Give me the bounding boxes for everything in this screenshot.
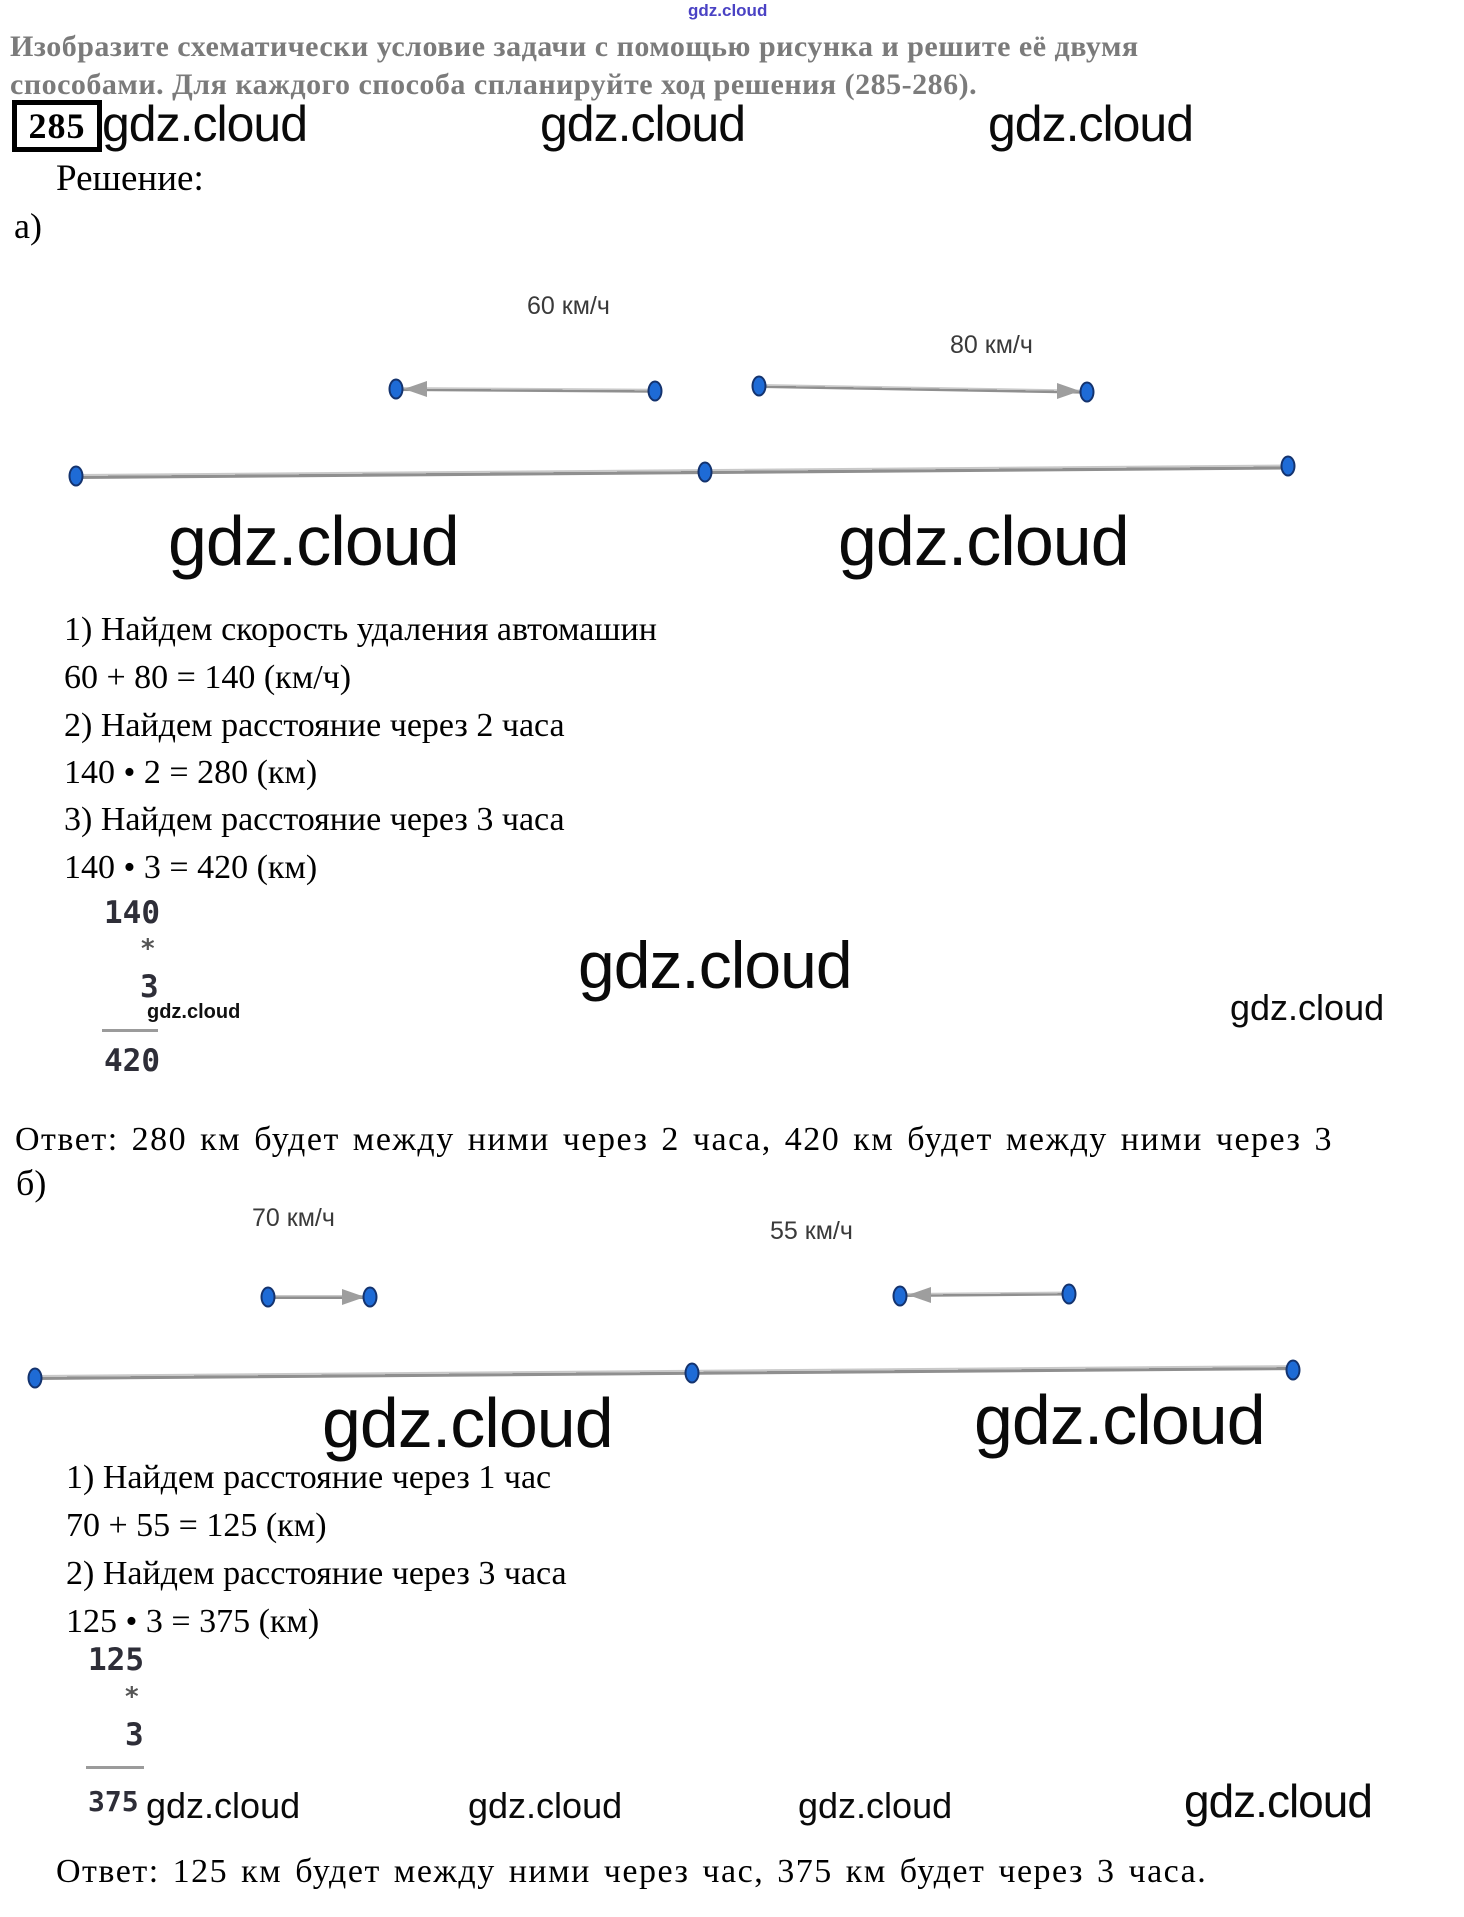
watermark-bottom-3: gdz.cloud — [798, 1785, 953, 1826]
arrowhead-left-icon — [908, 1287, 931, 1303]
multiplication-underline — [86, 1766, 144, 1769]
point-dot — [68, 465, 84, 487]
diagram-a-right-speed-label: 80 км/ч — [950, 331, 1033, 359]
solution-a-eq-2: 140 • 2 = 280 (км) — [64, 754, 318, 791]
arrowhead-right-icon — [342, 1289, 365, 1305]
watermark-mid-large: gdz.cloud — [578, 928, 853, 1002]
answer-b: Ответ: 125 км будет между ними через час… — [56, 1853, 1208, 1890]
part-a-label: а) — [14, 206, 42, 246]
point-dot — [684, 1362, 700, 1384]
multiplication-result: 420 — [104, 1043, 160, 1079]
task-number: 285 — [28, 106, 86, 146]
solution-a-eq-1: 60 + 80 = 140 (км/ч) — [64, 659, 352, 696]
point-dot — [27, 1367, 43, 1389]
point-dot — [388, 378, 404, 400]
multiply-operator: * — [140, 934, 156, 964]
watermark-bottom-1: gdz.cloud — [146, 1785, 301, 1826]
solution-b-step-1: 1) Найдем расстояние через 1 час — [66, 1459, 552, 1496]
diagram-a-left-arrow-line — [397, 387, 656, 393]
arrowhead-left-icon — [404, 381, 427, 397]
arrowhead-right-icon — [1057, 383, 1080, 399]
point-dot — [697, 461, 713, 483]
instruction-line-2: способами. Для каждого способа спланируй… — [10, 68, 978, 101]
watermark-diagram-b-2: gdz.cloud — [974, 1381, 1266, 1459]
diagram-b-left-arrow-line — [268, 1295, 370, 1299]
diagram-b-route-line — [34, 1365, 1295, 1380]
multiplier: 3 — [125, 1717, 144, 1753]
watermark-row1-2: gdz.cloud — [540, 96, 746, 152]
solution-heading: Решение: — [56, 158, 204, 199]
point-dot — [751, 375, 767, 397]
multiply-operator: * — [124, 1682, 140, 1712]
point-dot — [1280, 455, 1296, 477]
diagram-a-right-arrow-line — [758, 384, 1087, 394]
answer-a: Ответ: 280 км будет между ними через 2 ч… — [15, 1121, 1333, 1158]
point-dot — [647, 380, 663, 402]
watermark-diagram-b-1: gdz.cloud — [322, 1384, 614, 1462]
watermark-top: gdz.cloud — [688, 1, 768, 20]
watermark-row1-3: gdz.cloud — [988, 96, 1194, 152]
solution-a-step-1: 1) Найдем скорость удаления автомашин — [64, 611, 657, 648]
instruction-line-1: Изобразите схематически условие задачи с… — [10, 30, 1139, 63]
multiplicand: 125 — [88, 1642, 144, 1678]
watermark-bottom-4: gdz.cloud — [1184, 1775, 1373, 1827]
watermark-diagram-a-2: gdz.cloud — [838, 502, 1130, 580]
solution-b-eq-2: 125 • 3 = 375 (км) — [66, 1603, 320, 1640]
point-dot — [1079, 381, 1095, 403]
point-dot — [362, 1286, 378, 1308]
watermark-row1-1: gdz.cloud — [102, 96, 308, 152]
part-b-label: б) — [16, 1163, 47, 1203]
multiplication-underline — [102, 1029, 158, 1032]
task-number-box: 285 — [12, 100, 102, 152]
solution-a-eq-3: 140 • 3 = 420 (км) — [64, 849, 318, 886]
point-dot — [892, 1285, 908, 1307]
diagram-b-left-speed-label: 70 км/ч — [252, 1204, 335, 1232]
solution-b-eq-1: 70 + 55 = 125 (км) — [66, 1507, 327, 1544]
watermark-mult-a: gdz.cloud — [147, 1001, 241, 1023]
watermark-mid-small: gdz.cloud — [1230, 987, 1385, 1028]
watermark-diagram-a-1: gdz.cloud — [168, 502, 460, 580]
watermark-bottom-2: gdz.cloud — [468, 1785, 623, 1826]
point-dot — [1061, 1283, 1077, 1305]
diagram-a-left-speed-label: 60 км/ч — [527, 292, 610, 320]
point-dot — [260, 1286, 276, 1308]
solution-a-step-2: 2) Найдем расстояние через 2 часа — [64, 707, 565, 744]
diagram-b-right-speed-label: 55 км/ч — [770, 1217, 853, 1245]
multiplication-result: 375 — [88, 1785, 139, 1818]
solution-b-step-2: 2) Найдем расстояние через 3 часа — [66, 1555, 567, 1592]
solution-a-step-3: 3) Найдем расстояние через 3 часа — [64, 801, 565, 838]
point-dot — [1285, 1359, 1301, 1381]
multiplier: 3 — [140, 969, 159, 1005]
multiplicand: 140 — [104, 895, 160, 931]
diagram-a-route-line — [75, 464, 1288, 479]
